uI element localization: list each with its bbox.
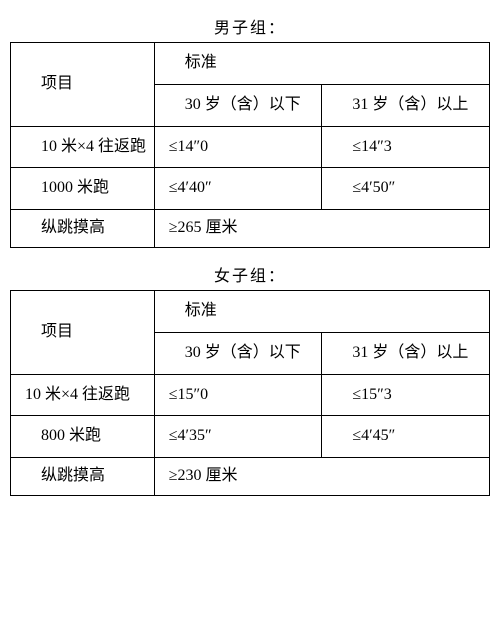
male-header-item: 项目 xyxy=(11,43,155,127)
female-table: 项目 标准 30 岁（含）以下 31 岁（含）以上 10 米×4 往返跑 ≤15… xyxy=(10,290,490,496)
table-row: 10 米×4 往返跑 ≤15″0 ≤15″3 xyxy=(11,374,490,416)
male-item-0: 10 米×4 往返跑 xyxy=(11,126,155,168)
table-row: 10 米×4 往返跑 ≤14″0 ≤14″3 xyxy=(11,126,490,168)
table-row: 纵跳摸高 ≥230 厘米 xyxy=(11,458,490,496)
female-v1-1: ≤4′35″ xyxy=(154,416,322,458)
male-v1-1: ≤4′40″ xyxy=(154,168,322,210)
female-v1-2: ≥230 厘米 xyxy=(154,458,489,496)
female-v2-0: ≤15″3 xyxy=(322,374,490,416)
female-item-1: 800 米跑 xyxy=(11,416,155,458)
female-header-age1: 30 岁（含）以下 xyxy=(154,332,322,374)
female-group-title: 女子组： xyxy=(10,262,490,286)
female-item-0: 10 米×4 往返跑 xyxy=(11,374,155,416)
table-row: 纵跳摸高 ≥265 厘米 xyxy=(11,210,490,248)
male-item-2: 纵跳摸高 xyxy=(11,210,155,248)
male-table: 项目 标准 30 岁（含）以下 31 岁（含）以上 10 米×4 往返跑 ≤14… xyxy=(10,42,490,248)
female-header-item: 项目 xyxy=(11,290,155,374)
female-item-2: 纵跳摸高 xyxy=(11,458,155,496)
male-header-standard: 标准 xyxy=(154,43,489,85)
male-header-age1: 30 岁（含）以下 xyxy=(154,84,322,126)
table-row: 800 米跑 ≤4′35″ ≤4′45″ xyxy=(11,416,490,458)
female-header-age2: 31 岁（含）以上 xyxy=(322,332,490,374)
male-group-title: 男子组： xyxy=(10,14,490,38)
male-v2-0: ≤14″3 xyxy=(322,126,490,168)
female-v2-1: ≤4′45″ xyxy=(322,416,490,458)
table-row: 1000 米跑 ≤4′40″ ≤4′50″ xyxy=(11,168,490,210)
female-v1-0: ≤15″0 xyxy=(154,374,322,416)
male-v2-1: ≤4′50″ xyxy=(322,168,490,210)
male-v1-2: ≥265 厘米 xyxy=(154,210,489,248)
female-header-standard: 标准 xyxy=(154,290,489,332)
male-item-1: 1000 米跑 xyxy=(11,168,155,210)
male-v1-0: ≤14″0 xyxy=(154,126,322,168)
male-header-age2: 31 岁（含）以上 xyxy=(322,84,490,126)
